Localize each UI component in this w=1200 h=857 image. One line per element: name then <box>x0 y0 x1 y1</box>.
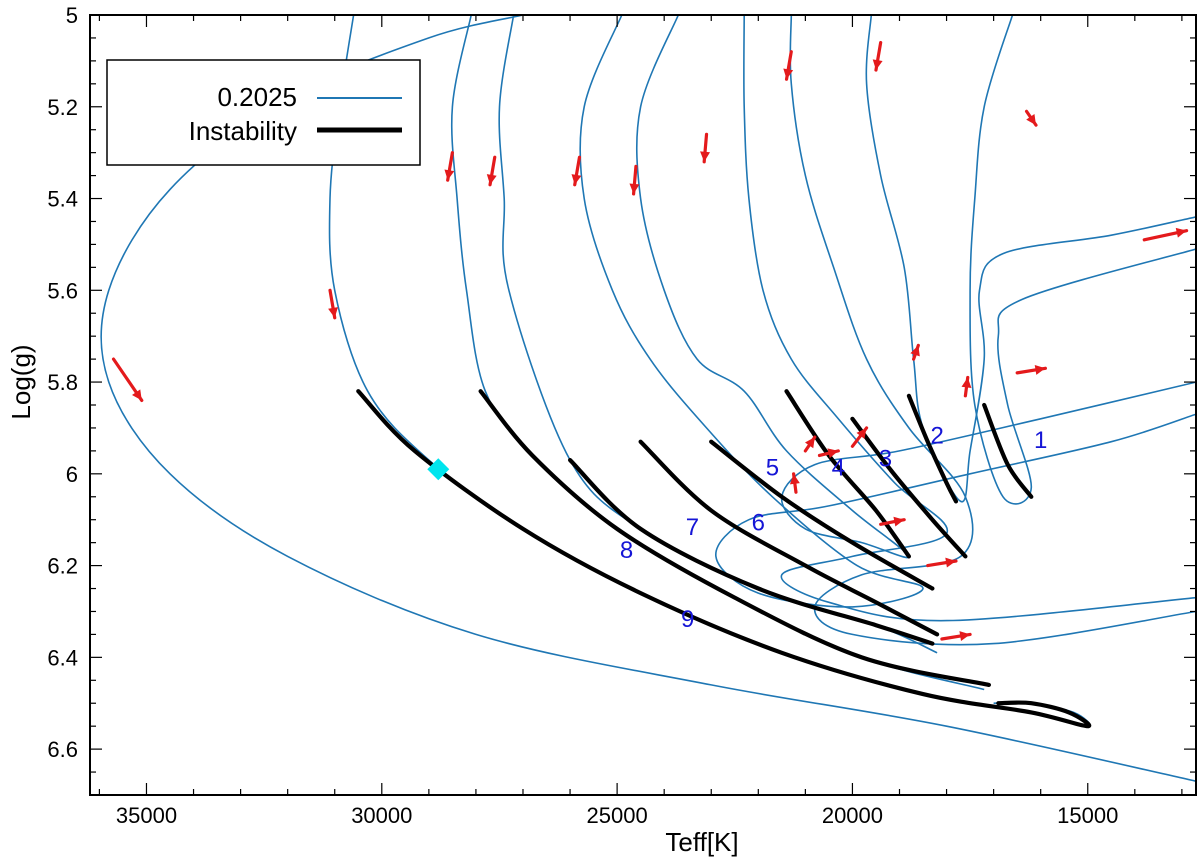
direction-arrow-16 <box>817 448 840 459</box>
track-label-8: 8 <box>620 537 633 564</box>
direction-arrow-21 <box>803 435 817 453</box>
track-label-4: 4 <box>832 455 845 482</box>
instability-i9 <box>356 389 1092 729</box>
direction-arrow-19 <box>926 557 958 568</box>
x-tick-label: 30000 <box>351 803 412 828</box>
y-tick-label: 6 <box>66 462 78 487</box>
direction-arrow-3 <box>444 151 455 182</box>
track-t3 <box>789 15 1196 646</box>
track-label-1: 1 <box>1034 427 1047 454</box>
direction-arrow-9 <box>872 40 883 72</box>
x-tick-label: 20000 <box>822 803 883 828</box>
y-tick-label: 6.4 <box>47 645 78 670</box>
direction-arrow-1 <box>111 357 144 403</box>
instability-i8 <box>478 389 991 687</box>
direction-arrow-2 <box>328 288 338 320</box>
instability-i5 <box>709 439 935 591</box>
instability-i1 <box>982 402 1034 499</box>
direction-arrow-14 <box>910 343 920 361</box>
direction-arrow-11 <box>1142 227 1189 242</box>
y-tick-label: 5.2 <box>47 95 78 120</box>
direction-arrow-18 <box>879 516 906 527</box>
x-tick-label: 15000 <box>1057 803 1118 828</box>
y-axis-title: Log(g) <box>6 344 36 419</box>
marker-layer <box>427 458 450 481</box>
track-t5 <box>635 15 1196 559</box>
track-t6 <box>579 15 1196 608</box>
instability-i7 <box>568 458 935 646</box>
y-tick-label: 5 <box>66 3 78 28</box>
track-label-3: 3 <box>879 445 892 472</box>
direction-arrow-15 <box>850 426 869 448</box>
direction-arrow-20 <box>940 631 972 641</box>
instability-layer <box>356 389 1092 729</box>
direction-arrow-13 <box>961 375 972 398</box>
track-t2 <box>865 15 1196 503</box>
direction-arrow-6 <box>629 164 640 196</box>
cyan-diamond-marker <box>427 458 450 481</box>
direction-arrow-12 <box>1015 364 1047 375</box>
instability-i2 <box>906 393 959 504</box>
direction-arrow-10 <box>1024 109 1038 127</box>
direction-arrow-7 <box>700 132 711 164</box>
ticks-layer: 35000 30000 25000 20000 15000 5 5.2 5.4 5.6 5.8 6 6… <box>47 3 1196 828</box>
track-t7 <box>498 15 938 654</box>
direction-arrow-5 <box>571 155 582 187</box>
direction-arrow-8 <box>783 50 794 81</box>
y-tick-label: 5.8 <box>47 370 78 395</box>
track-label-5: 5 <box>766 455 779 482</box>
y-tick-label: 5.4 <box>47 187 78 212</box>
arrows-layer <box>111 40 1189 641</box>
track-labels-layer: 1 2 3 4 5 6 7 8 9 <box>620 422 1048 633</box>
legend-box <box>106 59 421 166</box>
legend-label-series: 0.2025 <box>217 82 297 112</box>
y-tick-label: 5.6 <box>47 278 78 303</box>
y-tick-label: 6.2 <box>47 554 78 579</box>
track-t1 <box>969 15 1196 505</box>
direction-arrow-4 <box>486 155 497 187</box>
x-axis-title: Teff[K] <box>665 827 738 857</box>
x-tick-label: 35000 <box>116 803 177 828</box>
track-label-6: 6 <box>752 510 765 537</box>
x-tick-label: 25000 <box>587 803 648 828</box>
instability-i6 <box>638 439 940 637</box>
instability-i4 <box>784 389 911 559</box>
legend: 0.2025 Instability <box>106 59 421 166</box>
tracks-layer <box>100 15 1196 782</box>
track-label-2: 2 <box>930 422 943 449</box>
direction-arrow-17 <box>789 472 800 494</box>
legend-label-instability: Instability <box>189 116 297 146</box>
instability-i3 <box>850 416 968 559</box>
y-tick-label: 6.6 <box>47 737 78 762</box>
track-label-7: 7 <box>686 514 699 541</box>
track-label-9: 9 <box>681 606 694 633</box>
